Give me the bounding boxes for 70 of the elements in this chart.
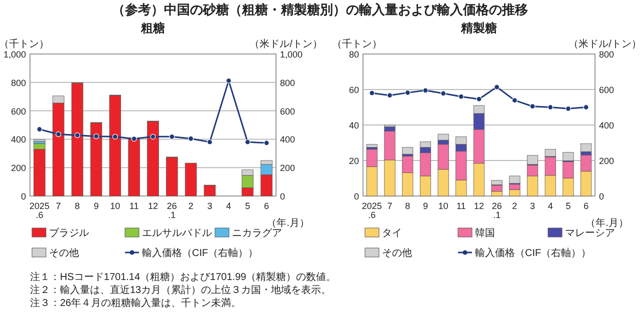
x-tick-label: 5 bbox=[566, 201, 571, 211]
x-tick-label: 26 .1 bbox=[492, 201, 502, 220]
y-tick-label: 20 bbox=[348, 156, 359, 166]
legend-label: ニカラグア bbox=[232, 228, 282, 239]
y-tick-label: 80 bbox=[348, 50, 359, 60]
y2-tick-label: 200 bbox=[599, 156, 614, 166]
y2-tick-label: 400 bbox=[599, 120, 614, 130]
x-tick-label: 2 bbox=[512, 201, 518, 211]
legend-label: エルサルバドル bbox=[142, 228, 212, 239]
y-axis-title: （千トン） bbox=[332, 38, 382, 50]
legend-label: タイ bbox=[382, 228, 402, 239]
x-tick-label: 10 bbox=[110, 201, 120, 211]
legend-label: 輸入価格（CIF（右軸）） bbox=[142, 247, 258, 259]
text: 注３：26年４月の粗糖輸入量は、千トン未満。 bbox=[30, 297, 242, 309]
x-tick-label: 9 bbox=[422, 201, 428, 211]
y-tick-label: 600 bbox=[10, 106, 26, 116]
legend-label: その他 bbox=[382, 247, 412, 259]
x-tick-label: 12 bbox=[148, 201, 158, 211]
y2-tick-label: 0 bbox=[599, 192, 604, 202]
y2-tick-label: 1,000 bbox=[280, 50, 303, 60]
x-tick-label: 5 bbox=[245, 201, 250, 211]
x-tick-label: 11 bbox=[456, 201, 466, 211]
legend-label: 韓国 bbox=[475, 227, 495, 239]
y-tick-label: 400 bbox=[10, 134, 26, 145]
x-tick-label: 3 bbox=[530, 201, 536, 211]
legend-label: その他 bbox=[49, 247, 79, 259]
x-tick-label: 8 bbox=[405, 201, 410, 211]
x-tick-label: 2025 .6 bbox=[29, 201, 50, 220]
y2-tick-label: 600 bbox=[280, 106, 296, 116]
y-tick-label: 40 bbox=[348, 120, 359, 130]
x-tick-label: 7 bbox=[56, 201, 61, 211]
x-tick-label: 10 bbox=[438, 201, 448, 211]
x-tick-label: 2 bbox=[188, 201, 194, 211]
chart-subtitle: 粗糖 bbox=[140, 21, 165, 35]
legend-label: 輸入価格（CIF（右軸）） bbox=[475, 247, 592, 259]
y-tick-label: 200 bbox=[10, 163, 26, 174]
x-tick-label: 9 bbox=[94, 201, 99, 211]
y2-tick-label: 800 bbox=[599, 50, 614, 60]
y-tick-label: 1,000 bbox=[3, 50, 26, 60]
legend-label: マレーシア bbox=[565, 228, 615, 239]
y2-axis-title: （米ドル/トン） bbox=[250, 38, 322, 50]
x-tick-label: 7 bbox=[387, 201, 392, 211]
y-tick-label: 0 bbox=[354, 192, 359, 202]
chart-title: 精製糖 bbox=[460, 21, 497, 35]
y2-tick-label: 400 bbox=[280, 134, 296, 145]
y2-axis-title: （米ドル/トン） bbox=[568, 38, 640, 50]
text: （参考）中国の砂糖（粗糖・精製糖別）の輸入量および輸入価格の推移 bbox=[112, 2, 528, 17]
x-axis-title: （年.月） bbox=[586, 217, 628, 229]
x-tick-label: 2025 .6 bbox=[362, 201, 382, 220]
x-tick-label: 6 bbox=[584, 201, 589, 211]
x-tick-label: 6 bbox=[264, 201, 270, 211]
y-tick-label: 60 bbox=[348, 85, 359, 95]
x-tick-label: 8 bbox=[74, 201, 80, 211]
x-axis-title: （年.月） bbox=[266, 217, 310, 229]
x-tick-label: 4 bbox=[548, 201, 553, 211]
text: 注１：HSコード1701.14（粗糖）および1701.99（精製糖）の数値。 bbox=[30, 271, 336, 283]
text: 注２：輸入量は、直近13カ月（累計）の上位３カ国・地域を表示。 bbox=[30, 284, 332, 296]
legend-label: ブラジル bbox=[49, 227, 89, 239]
x-tick-label: 12 bbox=[474, 201, 484, 211]
x-tick-label: 26 .1 bbox=[166, 201, 177, 220]
x-tick-label: 3 bbox=[207, 201, 212, 211]
x-tick-label: 11 bbox=[129, 201, 139, 211]
y2-tick-label: 800 bbox=[280, 78, 296, 88]
x-tick-label: 4 bbox=[226, 201, 232, 211]
y-axis-title: （千トン） bbox=[0, 38, 49, 50]
y-tick-label: 800 bbox=[10, 78, 26, 88]
y2-tick-label: 200 bbox=[280, 163, 296, 174]
y2-tick-label: 600 bbox=[599, 85, 614, 95]
y-tick-label: 0 bbox=[20, 192, 26, 202]
y2-tick-label: 0 bbox=[280, 192, 286, 202]
